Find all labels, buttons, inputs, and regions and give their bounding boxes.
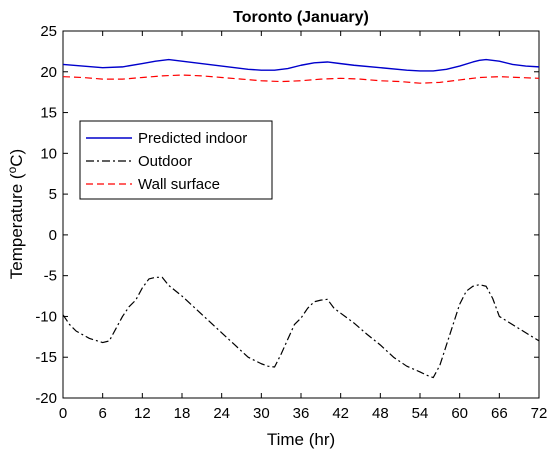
x-tick-label: 54 [412, 405, 429, 422]
y-tick-label: 0 [49, 227, 57, 244]
x-tick-label: 42 [332, 405, 349, 422]
x-tick-label: 24 [213, 405, 230, 422]
y-tick-label: 25 [40, 23, 57, 40]
plot-area [62, 30, 540, 399]
x-tick-label: 48 [372, 405, 389, 422]
y-tick-label: -15 [35, 349, 57, 366]
legend-label-outdoor: Outdoor [138, 153, 192, 170]
series-layer [62, 58, 540, 379]
series-line-outdoor [62, 276, 540, 379]
x-tick-label: 12 [134, 405, 151, 422]
y-axis-label: Temperature (oC) [5, 149, 26, 279]
y-tick-label: -20 [35, 390, 57, 407]
y-tick-label: 10 [40, 145, 57, 162]
legend-label-wall-surface: Wall surface [138, 176, 220, 193]
x-tick-label: 66 [491, 405, 508, 422]
x-tick-label: 0 [59, 405, 67, 422]
legend-label-predicted-indoor: Predicted indoor [138, 130, 247, 147]
y-tick-label: -5 [44, 268, 57, 285]
series-line-wall-surface [62, 74, 540, 84]
x-tick-label: 60 [451, 405, 468, 422]
y-tick-label: 20 [40, 64, 57, 81]
series-line-predicted-indoor [62, 58, 540, 72]
y-tick-label: 15 [40, 105, 57, 122]
x-tick-label: 6 [98, 405, 106, 422]
axes: 0 6 12 18 24 30 36 42 48 54 60 66 72 -20 -15 -10 -5 0 5 10 1… [35, 23, 547, 422]
legend: Predicted indoor Outdoor Wall surface [79, 120, 273, 200]
legend-box [79, 120, 273, 200]
x-tick-label: 36 [293, 405, 310, 422]
x-tick-label: 30 [253, 405, 270, 422]
chart-title: Toronto (January) [233, 9, 369, 26]
x-tick-label: 18 [174, 405, 191, 422]
x-tick-label: 72 [531, 405, 548, 422]
y-tick-label: -10 [35, 308, 57, 325]
y-tick-label: 5 [49, 186, 57, 203]
x-axis-label: Time (hr) [267, 430, 335, 449]
